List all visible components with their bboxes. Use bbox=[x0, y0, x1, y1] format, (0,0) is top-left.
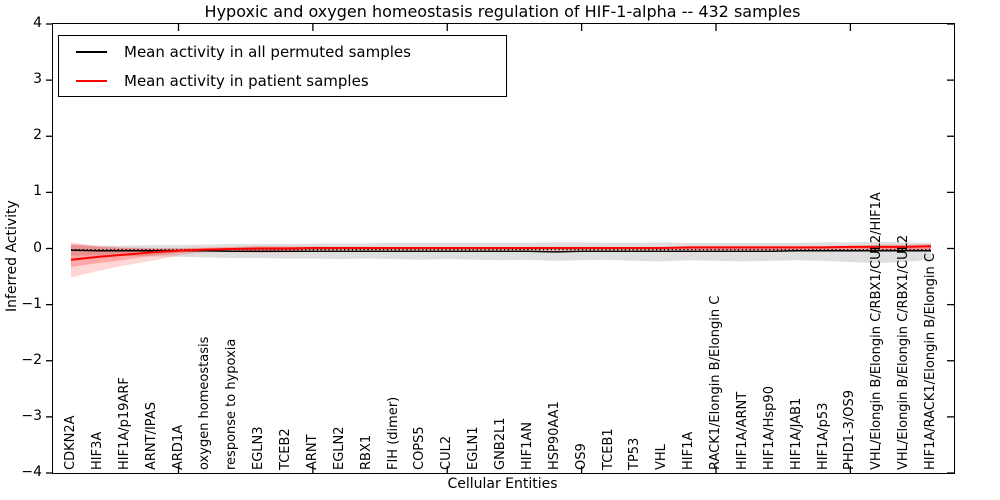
x-category-label: TCEB2 bbox=[278, 428, 293, 470]
x-category-label: HIF1A/p53 bbox=[815, 402, 831, 470]
x-category-label: ARNT bbox=[304, 434, 320, 470]
legend: Mean activity in all permuted samples Me… bbox=[58, 35, 507, 97]
x-category-label: VHL/Elongin B/Elongin C/RBX1/CUL2/HIF1A bbox=[869, 192, 885, 470]
chart-title: Hypoxic and oxygen homeostasis regulatio… bbox=[204, 2, 801, 21]
x-category-label: HIF1A/p19ARF bbox=[116, 377, 132, 470]
series-line-permuted bbox=[70, 249, 931, 253]
x-category-label: HIF1AN bbox=[519, 422, 535, 470]
y-tick-label: −3 bbox=[21, 407, 42, 424]
x-category-label: HIF1A bbox=[681, 431, 697, 470]
x-category-label: HIF1A/Hsp90 bbox=[761, 386, 777, 470]
x-category-label: HIF1A/RACK1/Elongin B/Elongin C bbox=[923, 253, 938, 470]
x-category-label: ARD1A bbox=[170, 424, 186, 470]
x-category-label: VHL/Elongin B/Elongin C/RBX1/CUL2 bbox=[896, 234, 912, 470]
x-category-label: ARNT/IPAS bbox=[143, 402, 159, 470]
x-category-label: VHL bbox=[654, 444, 670, 470]
legend-line-black-icon bbox=[76, 50, 107, 53]
series-line-patient bbox=[70, 245, 932, 261]
y-tick-label: 4 bbox=[33, 15, 42, 31]
y-tick-label: −2 bbox=[21, 351, 42, 368]
x-category-label: EGLN1 bbox=[466, 426, 482, 470]
legend-label: Mean activity in all permuted samples bbox=[124, 42, 411, 61]
x-category-label: EGLN2 bbox=[331, 426, 347, 470]
x-category-label: RBX1 bbox=[358, 434, 374, 470]
y-tick-label: 2 bbox=[33, 127, 42, 144]
x-category-label: oxygen homeostasis bbox=[197, 336, 213, 470]
x-category-label: TCEB1 bbox=[600, 428, 616, 470]
x-category-label: HIF1A/ARNT bbox=[734, 391, 750, 470]
x-category-label: PHD1-3/OS9 bbox=[842, 390, 858, 470]
legend-line-red-icon bbox=[76, 79, 107, 82]
x-category-label: response to hypoxia bbox=[224, 338, 240, 470]
y-tick-label: 0 bbox=[33, 239, 42, 256]
legend-item-patient: Mean activity in patient samples bbox=[59, 70, 506, 92]
x-category-label: GNB2L1 bbox=[493, 417, 508, 470]
y-tick-label: 3 bbox=[33, 71, 42, 88]
x-category-label: OS9 bbox=[573, 443, 589, 470]
legend-item-permuted: Mean activity in all permuted samples bbox=[59, 41, 506, 63]
y-tick-label: −1 bbox=[21, 295, 42, 312]
x-category-label: HSP90AA1 bbox=[546, 401, 562, 470]
x-category-label: COPS5 bbox=[412, 426, 428, 470]
x-category-label: HIF3A bbox=[89, 431, 105, 470]
y-tick-label: −4 bbox=[21, 464, 42, 480]
x-category-label: TP53 bbox=[627, 437, 643, 470]
x-category-label: RACK1/Elongin B/Elongin C bbox=[708, 295, 723, 470]
plot-area: CDKN2A HIF3A HIF1A/p19ARF ARNT/IPAS ARD1A oxy… bbox=[46, 23, 955, 474]
legend-label: Mean activity in patient samples bbox=[124, 71, 369, 90]
x-category-label: EGLN3 bbox=[251, 426, 267, 470]
y-tick-label: 1 bbox=[33, 183, 42, 200]
x-category-label: FIH (dimer) bbox=[385, 396, 401, 470]
x-category-label: CUL2 bbox=[439, 435, 455, 470]
x-category-label: HIF1A/JAB1 bbox=[788, 397, 804, 470]
x-category-label: CDKN2A bbox=[63, 415, 78, 470]
plot-svg bbox=[46, 23, 954, 474]
x-axis-label: Cellular Entities bbox=[447, 476, 558, 492]
